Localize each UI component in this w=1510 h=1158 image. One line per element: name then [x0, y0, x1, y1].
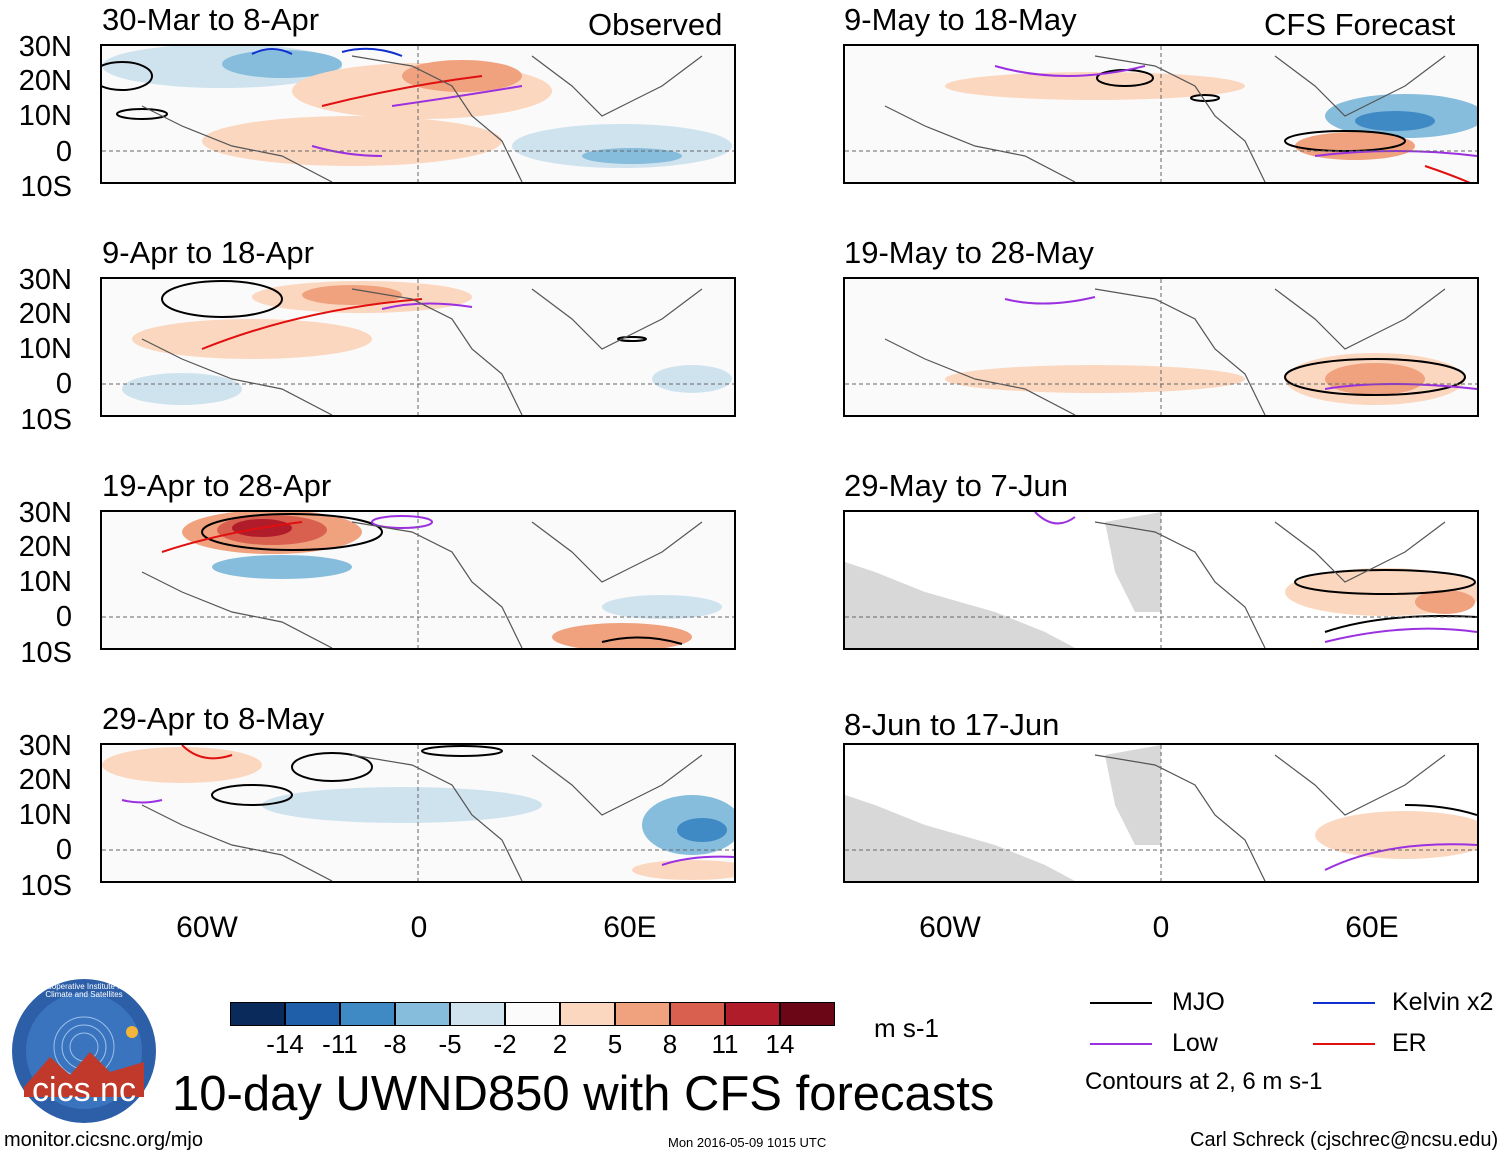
lon-label-left-60w: 60W	[176, 911, 238, 944]
lat-label: 30N	[18, 730, 72, 762]
colorbar-swatch	[395, 1002, 450, 1026]
lat-label: 30N	[18, 31, 72, 63]
colorbar-swatch	[230, 1002, 285, 1026]
lat-label: 10N	[18, 799, 72, 831]
lon-label-left-0: 0	[410, 911, 428, 944]
panel-title-obs-2: 9-Apr to 18-Apr	[102, 235, 314, 270]
colorbar-label: 2	[552, 1029, 568, 1059]
colorbar-label: -14	[266, 1029, 304, 1059]
map-panel-obs-4	[100, 743, 736, 883]
colorbar-label: -5	[438, 1029, 462, 1059]
colorbar-swatch	[670, 1002, 725, 1026]
logo-text: cics.nc	[32, 1071, 136, 1109]
panel-title-fcst-4: 8-Jun to 17-Jun	[844, 707, 1060, 742]
lat-label: 10N	[18, 100, 72, 132]
observed-title: Observed	[588, 7, 723, 42]
colorbar-label: 11	[711, 1029, 739, 1059]
panel-title-obs-4: 29-Apr to 8-May	[102, 701, 325, 736]
legend-kelvin-label: Kelvin x2	[1392, 988, 1494, 1016]
colorbar-label: -2	[493, 1029, 517, 1059]
main-title: 10-day UWND850 with CFS forecasts	[172, 1067, 995, 1121]
lon-label-right-60w: 60W	[919, 911, 981, 944]
panel-title-obs-3: 19-Apr to 28-Apr	[102, 468, 332, 503]
cicsnc-logo: Cooperative Institute for Climate and Sa…	[10, 977, 158, 1125]
panel-title-obs-1: 30-Mar to 8-Apr	[102, 2, 320, 37]
colorbar-swatch	[725, 1002, 780, 1026]
map-panel-fcst-3	[843, 510, 1479, 650]
colorbar-label: 14	[765, 1029, 795, 1059]
panel-title-fcst-3: 29-May to 7-Jun	[844, 468, 1068, 503]
lat-label: 20N	[18, 531, 72, 563]
legend-mjo-line	[1090, 1002, 1152, 1004]
lat-label: 0	[55, 136, 72, 168]
lat-label: 20N	[18, 764, 72, 796]
map-panel-fcst-2	[843, 277, 1479, 417]
footer-url[interactable]: monitor.cicsnc.org/mjo	[4, 1129, 203, 1151]
panel-title-fcst-2: 19-May to 28-May	[844, 235, 1094, 270]
lon-label-right-60e: 60E	[1345, 911, 1399, 944]
footer-timestamp: Mon 2016-05-09 1015 UTC	[668, 1135, 827, 1150]
map-panel-fcst-4	[843, 743, 1479, 883]
legend-er-line	[1313, 1043, 1375, 1045]
colorbar-swatch	[505, 1002, 560, 1026]
legend-mjo-label: MJO	[1172, 988, 1225, 1016]
lat-label: 10S	[20, 404, 72, 436]
colorbar-swatch	[340, 1002, 395, 1026]
lat-label: 30N	[18, 497, 72, 529]
map-panel-obs-3	[100, 510, 736, 650]
colorbar-units: m s-1	[874, 1013, 939, 1043]
legend-contours-note: Contours at 2, 6 m s-1	[1085, 1068, 1323, 1095]
lat-label: 10N	[18, 333, 72, 365]
lat-label: 30N	[18, 264, 72, 296]
legend-low-line	[1090, 1043, 1152, 1045]
lat-label: 20N	[18, 298, 72, 330]
lat-label: 0	[55, 834, 72, 866]
colorbar-swatch	[285, 1002, 340, 1026]
lon-label-left-60e: 60E	[603, 911, 657, 944]
lat-label: 10N	[18, 566, 72, 598]
colorbar-swatch	[560, 1002, 615, 1026]
legend-kelvin-line	[1313, 1002, 1375, 1004]
lat-label: 0	[55, 368, 72, 400]
lat-label: 0	[55, 601, 72, 633]
colorbar-swatch	[780, 1002, 835, 1026]
colorbar-swatch	[450, 1002, 505, 1026]
lon-label-right-0: 0	[1152, 911, 1170, 944]
colorbar-label: -11	[322, 1029, 358, 1059]
map-panel-obs-2	[100, 277, 736, 417]
cfs-forecast-title: CFS Forecast	[1264, 7, 1456, 42]
lat-label: 10S	[20, 637, 72, 669]
lat-label: 10S	[20, 870, 72, 902]
legend-low-label: Low	[1172, 1029, 1218, 1057]
colorbar-label: -8	[383, 1029, 407, 1059]
colorbar-label: 8	[662, 1029, 678, 1059]
lat-label: 20N	[18, 65, 72, 97]
lat-label: 10S	[20, 171, 72, 203]
legend-er-label: ER	[1392, 1029, 1427, 1057]
colorbar-swatch	[615, 1002, 670, 1026]
footer-author: Carl Schreck (cjschrec@ncsu.edu)	[1190, 1129, 1499, 1151]
map-panel-fcst-1	[843, 44, 1479, 184]
panel-title-fcst-1: 9-May to 18-May	[844, 2, 1077, 37]
colorbar-label: 5	[607, 1029, 623, 1059]
logo-ring-text: Cooperative Institute for Climate and Sa…	[41, 982, 127, 999]
map-panel-obs-1	[100, 44, 736, 184]
